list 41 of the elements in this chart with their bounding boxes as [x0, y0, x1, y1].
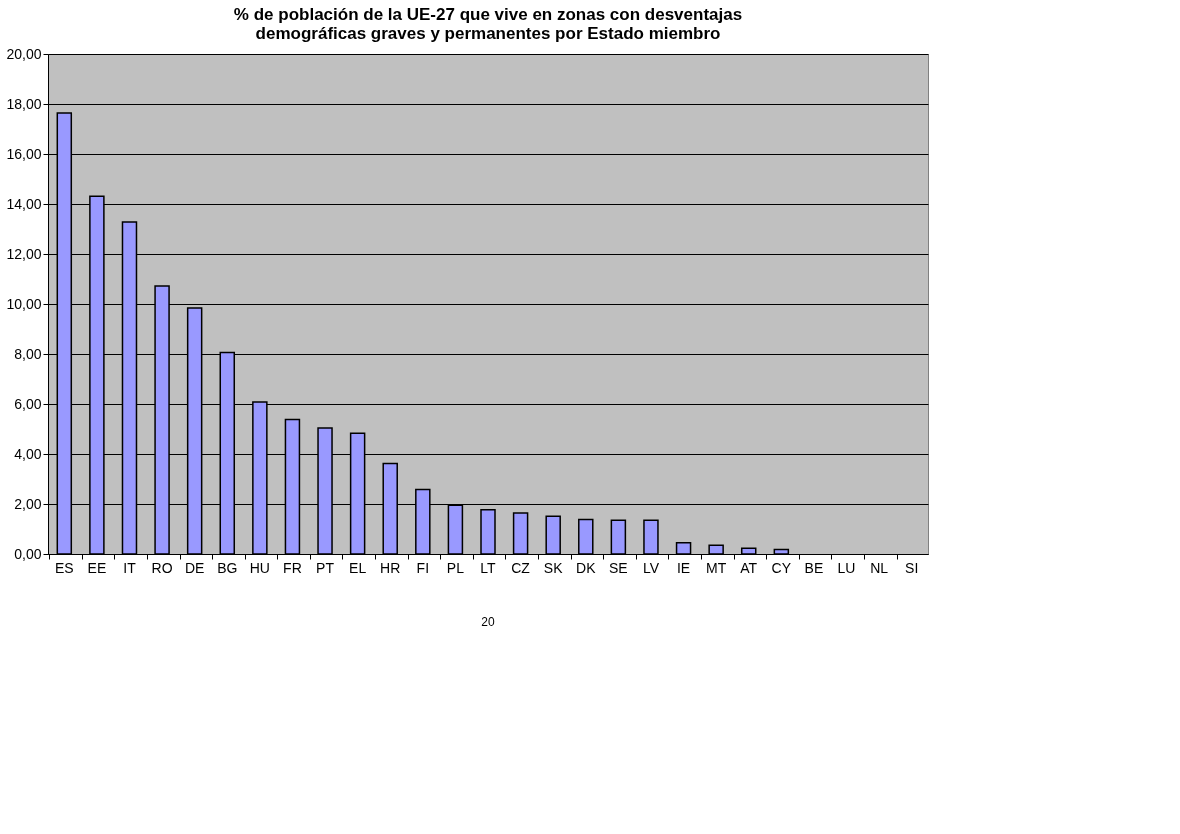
x-tick-label: PL	[446, 559, 465, 576]
y-tick-label: 16,00	[6, 145, 42, 162]
x-tick-label: MT	[706, 559, 727, 576]
x-tick-label: HR	[380, 559, 401, 576]
text: demográficas graves y permanentes por Estado miembro	[255, 24, 721, 43]
x-tick-label: PT	[316, 559, 335, 576]
x-tick-label: CY	[771, 559, 792, 576]
x-tick-label: DK	[576, 559, 597, 576]
y-tick-label: 18,00	[6, 95, 42, 112]
x-tick-label: HU	[249, 559, 270, 576]
y-tick-label: 0,00	[14, 545, 42, 562]
text: 20	[481, 615, 495, 629]
y-tick-label: 2,00	[14, 495, 42, 512]
x-tick-label: SI	[905, 559, 919, 576]
y-tick-label: 12,00	[6, 245, 42, 262]
x-tick-label: SE	[609, 559, 628, 576]
x-tick-label: LV	[642, 559, 660, 576]
x-tick-label: IT	[123, 559, 137, 576]
x-tick-label: BG	[217, 559, 238, 576]
y-tick-label: 6,00	[14, 395, 42, 412]
x-tick-label: AT	[740, 559, 758, 576]
x-tick-label: DE	[184, 559, 205, 576]
x-tick-label: BE	[804, 559, 824, 576]
y-tick-label: 14,00	[6, 195, 42, 212]
x-tick-label: LU	[837, 559, 856, 576]
y-tick-label: 8,00	[14, 345, 42, 362]
x-tick-label: SK	[543, 559, 564, 576]
x-tick-label: ES	[54, 559, 74, 576]
x-tick-label: EL	[349, 559, 367, 576]
text: % de población de la UE-27 que vive en zonas con desventajas	[233, 5, 743, 24]
x-tick-label: IE	[676, 559, 691, 576]
x-tick-label: RO	[151, 559, 173, 576]
x-tick-label: LT	[480, 559, 497, 576]
x-tick-label: CZ	[511, 559, 531, 576]
y-tick-label: 4,00	[14, 445, 42, 462]
x-tick-label: EE	[87, 559, 107, 576]
x-tick-label: NL	[870, 559, 889, 576]
x-tick-label: FI	[416, 559, 430, 576]
x-tick-label: FR	[283, 559, 302, 576]
y-tick-label: 10,00	[6, 295, 42, 312]
y-tick-label: 20,00	[6, 45, 42, 62]
